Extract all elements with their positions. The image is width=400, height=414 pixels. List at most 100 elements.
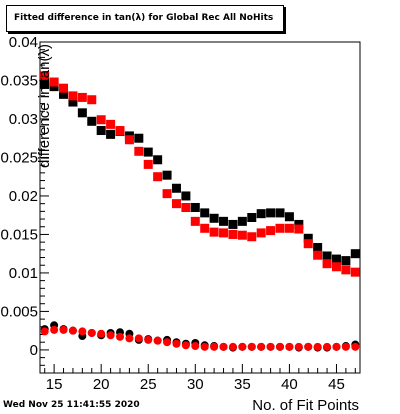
data-point [153,155,163,165]
data-point [190,216,200,226]
data-point [247,342,256,351]
y-tick-label: 0 [30,342,38,359]
data-point [341,265,351,275]
data-point [106,119,116,129]
data-point [115,126,125,136]
axis-ticks [40,41,356,374]
data-point [237,230,247,240]
y-tick-label: 0.03 [9,111,38,128]
data-point [313,250,323,260]
data-point [77,108,87,118]
series-1 [40,79,360,266]
data-point [209,213,219,223]
data-point [200,223,210,233]
x-tick-label: 35 [234,376,251,393]
data-point [276,342,284,351]
data-point [87,95,97,105]
data-point [200,208,210,218]
data-point [256,209,266,219]
data-point [266,208,276,218]
x-tick-label: 30 [187,376,204,393]
data-point [303,233,313,243]
data-point [331,254,341,264]
data-point [40,71,50,81]
y-tick-label: 0.025 [0,149,38,166]
data-point [106,129,116,139]
data-point [285,342,294,351]
data-point [266,226,276,236]
data-point [87,328,96,337]
data-point [78,327,87,336]
data-point [171,199,181,209]
y-tick-label: 0.005 [0,303,38,320]
data-point [153,172,163,182]
data-point [275,223,285,233]
data-point [77,92,87,102]
data-point [210,342,219,351]
data-point [219,342,228,351]
data-point [163,338,172,347]
series-2 [40,71,360,277]
data-point [40,79,50,89]
y-tick-label: 0.01 [9,265,38,282]
y-tick-label: 0.04 [9,34,38,51]
data-point [162,170,172,180]
data-point [257,342,266,351]
y-tick-label: 0.02 [9,188,38,205]
data-point [68,91,78,101]
data-point [153,336,162,345]
data-point [59,325,68,334]
y-axis-label: difference in tan(λ) [36,44,53,168]
y-tick-label: 0.035 [0,72,38,89]
data-point [350,249,360,259]
data-point [331,262,341,272]
data-point [350,267,360,277]
data-point [190,203,200,212]
data-point [341,342,350,351]
data-point [294,224,304,234]
data-point [304,342,313,351]
data-point [322,259,332,269]
data-point [341,256,351,266]
data-point [59,89,69,99]
data-point [50,325,59,334]
data-point [125,334,134,343]
series-4 [40,325,360,351]
data-point [351,342,360,351]
data-point [294,219,304,229]
data-point [134,334,143,343]
data-point [143,147,153,157]
timestamp: Wed Nov 25 11:41:55 2020 [3,400,140,410]
data-point [97,329,106,338]
data-point [237,216,247,226]
data-point [143,159,153,169]
data-point [228,219,238,229]
data-point [181,191,191,201]
data-point [124,135,134,145]
data-point [209,227,219,237]
data-point [96,115,106,125]
data-point [191,342,200,351]
data-points [40,71,360,352]
data-point [247,232,257,242]
data-point [40,327,49,336]
x-tick-label: 15 [46,376,63,393]
data-point [247,213,257,223]
data-point [294,342,303,351]
x-tick-label: 20 [93,376,110,393]
data-point [228,342,237,351]
data-point [172,339,181,348]
data-point [49,77,59,87]
data-point [313,243,323,253]
data-point [144,335,153,344]
data-point [284,223,294,233]
data-point [313,342,322,351]
data-point [87,116,97,126]
data-point [275,208,285,218]
data-point [332,342,341,351]
data-point [284,212,294,222]
data-point [116,332,124,341]
data-point [256,228,266,238]
data-point [134,133,144,143]
